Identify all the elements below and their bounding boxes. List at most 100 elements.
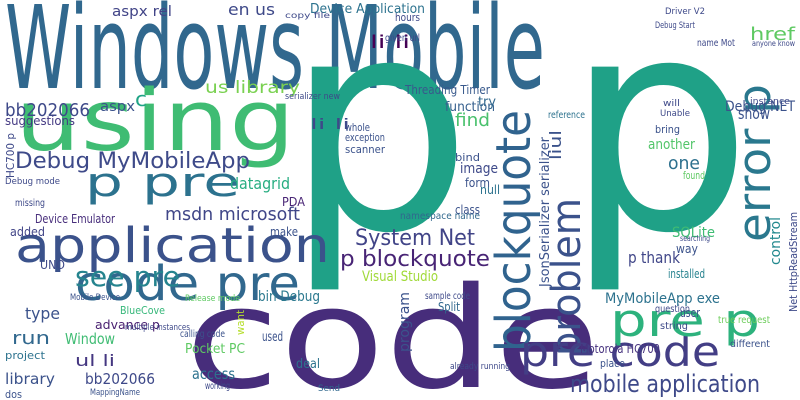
word: bb202066 — [85, 370, 155, 388]
word: Debug mode — [5, 177, 60, 187]
word: href — [750, 24, 796, 45]
word: Device Emulator — [35, 212, 115, 226]
word: make — [270, 225, 298, 239]
word: Debug MyMobileApp — [15, 149, 250, 174]
word: namespace name — [400, 211, 480, 222]
word: msdn microsoft — [165, 204, 300, 225]
word: calling code — [180, 329, 225, 340]
word: sample code — [425, 291, 470, 302]
word: name Mot — [697, 38, 735, 49]
word: another — [648, 137, 695, 153]
word: code pre — [75, 256, 300, 312]
word: li li — [370, 32, 410, 53]
word: pre p — [610, 294, 760, 347]
word: p thank — [628, 248, 681, 267]
word: see pre — [75, 260, 180, 293]
word: whole — [345, 121, 370, 134]
word: deal — [296, 357, 320, 372]
word: find — [455, 110, 490, 131]
word: SQLite — [672, 225, 715, 241]
word: hours — [395, 11, 420, 24]
word: bind — [455, 151, 480, 164]
word: way — [676, 242, 698, 256]
word: blockquote — [486, 110, 542, 352]
word: reference — [548, 110, 585, 121]
word: Window — [65, 330, 115, 348]
word: place — [600, 357, 625, 370]
word: type — [25, 304, 60, 323]
word: bring — [655, 123, 680, 136]
word: Windows Mobile — [5, 0, 545, 116]
word: copy file — [285, 11, 330, 20]
word: instance — [750, 97, 790, 107]
word: p pre — [85, 160, 240, 206]
word: p — [565, 0, 752, 298]
word: Unable — [660, 109, 690, 119]
word: Visual Studio — [362, 269, 438, 285]
word: li li — [310, 117, 350, 133]
word: MappingName — [90, 388, 140, 398]
word: UNO — [40, 258, 65, 272]
word: multiple instances — [125, 323, 190, 333]
word: Net HttpReadStream — [787, 212, 800, 312]
word: Driver V2 — [665, 7, 705, 17]
word: searching — [680, 234, 710, 243]
word: p blockquote — [340, 247, 490, 272]
word: aspx — [100, 99, 135, 115]
word: problem — [544, 198, 590, 356]
word: PDA — [282, 195, 306, 209]
word: HC700 p — [4, 133, 17, 178]
word: Debug NET — [725, 99, 795, 115]
word: mobile application — [570, 370, 760, 398]
word: en us — [228, 0, 275, 19]
word: c — [135, 87, 147, 111]
word: access — [192, 365, 235, 383]
word: working — [205, 381, 230, 392]
word: aspx rel — [112, 4, 172, 20]
word: Pocket PC — [185, 342, 245, 357]
word: liul — [546, 130, 565, 160]
word: bin Debug — [258, 289, 320, 305]
word: Threading Timer — [404, 83, 490, 97]
word: bb202066 — [5, 100, 90, 121]
word: error p — [728, 84, 781, 242]
word: serializer new — [285, 92, 340, 102]
word: string — [660, 321, 688, 332]
word: one — [668, 153, 700, 174]
word: will — [663, 99, 680, 109]
word: user — [680, 306, 700, 320]
word: anyone know — [752, 39, 795, 48]
word: given url — [385, 33, 420, 44]
word: Split — [438, 300, 460, 314]
word: BlueCove — [120, 304, 165, 317]
word: already running — [450, 362, 510, 372]
word: control — [768, 217, 784, 265]
word: Device Application — [310, 2, 425, 17]
word: datagrid — [230, 174, 290, 193]
word: missing — [15, 198, 45, 209]
word: exception — [345, 131, 385, 144]
word: added — [10, 225, 45, 239]
word: project — [5, 349, 46, 362]
word: code — [185, 258, 600, 400]
word: suggestions — [5, 114, 75, 128]
word: question — [655, 304, 690, 315]
word: ul li — [75, 351, 115, 370]
word: found — [683, 169, 705, 182]
word: class — [455, 203, 480, 217]
word: p — [285, 0, 472, 298]
word: installed — [668, 267, 705, 281]
word: dos — [5, 388, 22, 400]
word: Send — [318, 384, 340, 394]
word: scanner — [345, 143, 385, 156]
word: run — [12, 328, 50, 349]
word: using — [15, 72, 295, 171]
word: Debug Start — [655, 21, 695, 31]
word: true request — [718, 315, 770, 326]
word: us library — [205, 78, 300, 98]
word: try — [478, 95, 496, 110]
word: Motorola HC700 — [580, 342, 660, 356]
word: show — [738, 104, 770, 123]
